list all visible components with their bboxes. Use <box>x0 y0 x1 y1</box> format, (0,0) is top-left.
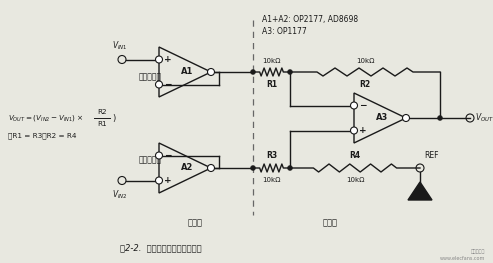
Text: 同相输入端: 同相输入端 <box>139 155 162 164</box>
Circle shape <box>250 165 255 170</box>
Text: −: − <box>164 80 172 89</box>
Circle shape <box>351 127 357 134</box>
Text: 图2-2.  带输入缓冲的减法器电路: 图2-2. 带输入缓冲的减法器电路 <box>120 244 202 252</box>
Text: 10kΩ: 10kΩ <box>346 177 364 183</box>
Circle shape <box>208 164 214 171</box>
Text: +: + <box>164 176 172 185</box>
Text: $V_{IN2}$: $V_{IN2}$ <box>112 189 128 201</box>
Polygon shape <box>408 182 432 200</box>
Text: A1+A2: OP2177, AD8698
A3: OP1177: A1+A2: OP2177, AD8698 A3: OP1177 <box>262 15 358 37</box>
Text: R4: R4 <box>350 151 360 160</box>
Text: REF: REF <box>424 151 438 160</box>
Text: 当R1 = R3，R2 = R4: 当R1 = R3，R2 = R4 <box>8 133 76 139</box>
Text: R1: R1 <box>266 80 277 89</box>
Text: ): ) <box>112 114 115 123</box>
Text: R2: R2 <box>97 109 107 115</box>
Circle shape <box>402 114 410 122</box>
Text: 10kΩ: 10kΩ <box>262 58 281 64</box>
Text: A1: A1 <box>181 68 193 77</box>
Text: −: − <box>164 151 172 160</box>
Circle shape <box>155 81 163 88</box>
Text: +: + <box>164 55 172 64</box>
Circle shape <box>351 102 357 109</box>
Circle shape <box>208 68 214 75</box>
Text: 10kΩ: 10kΩ <box>262 177 281 183</box>
Text: A3: A3 <box>376 114 388 123</box>
Text: 输入级: 输入级 <box>187 218 203 227</box>
Text: R1: R1 <box>97 121 107 127</box>
Text: R2: R2 <box>359 80 371 89</box>
Circle shape <box>155 152 163 159</box>
Circle shape <box>155 177 163 184</box>
Circle shape <box>437 115 443 120</box>
Text: +: + <box>359 126 367 135</box>
Text: 输出级: 输出级 <box>322 218 338 227</box>
Text: R3: R3 <box>266 151 277 160</box>
Text: $V_{IN1}$: $V_{IN1}$ <box>112 39 128 52</box>
Circle shape <box>250 69 255 74</box>
Text: $V_{OUT}=(V_{IN2}-V_{IN1})\times$: $V_{OUT}=(V_{IN2}-V_{IN1})\times$ <box>8 113 83 123</box>
Circle shape <box>155 56 163 63</box>
Circle shape <box>287 69 292 74</box>
Circle shape <box>287 165 292 170</box>
Text: −: − <box>359 101 367 110</box>
Text: 10kΩ: 10kΩ <box>356 58 374 64</box>
Text: 反相输入端: 反相输入端 <box>139 73 162 82</box>
Text: A2: A2 <box>181 164 193 173</box>
Text: 电子发烧友
www.elecfans.com: 电子发烧友 www.elecfans.com <box>440 249 485 261</box>
Text: $V_{OUT}$: $V_{OUT}$ <box>475 112 493 124</box>
